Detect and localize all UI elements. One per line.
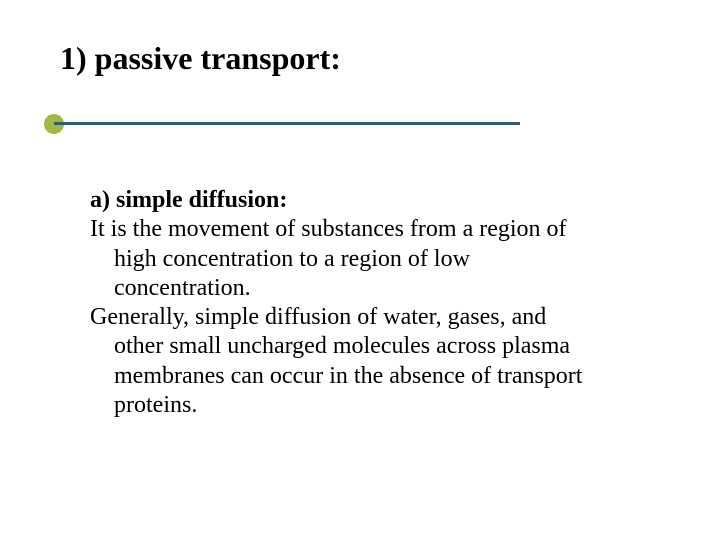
body-content: a) simple diffusion: It is the movement … (60, 186, 670, 420)
accent-line (54, 122, 520, 125)
para1-line2: high concentration to a region of low (90, 245, 660, 274)
para1-line3: concentration. (90, 274, 660, 303)
slide-title: 1) passive transport: (60, 40, 670, 77)
paragraph-2: Generally, simple diffusion of water, ga… (90, 303, 660, 420)
title-separator (0, 112, 520, 136)
para1-line1: It is the movement of substances from a … (90, 215, 660, 244)
subheading-block: a) simple diffusion: (90, 186, 660, 215)
para2-line1: Generally, simple diffusion of water, ga… (90, 303, 660, 332)
paragraph-1: It is the movement of substances from a … (90, 215, 660, 303)
slide-container: 1) passive transport: a) simple diffusio… (0, 0, 720, 540)
para2-line4: proteins. (90, 391, 660, 420)
para2-line3: membranes can occur in the absence of tr… (90, 362, 660, 391)
subheading: a) simple diffusion: (90, 187, 287, 213)
title-area: 1) passive transport: (60, 40, 670, 136)
para2-line2: other small uncharged molecules across p… (90, 332, 660, 361)
